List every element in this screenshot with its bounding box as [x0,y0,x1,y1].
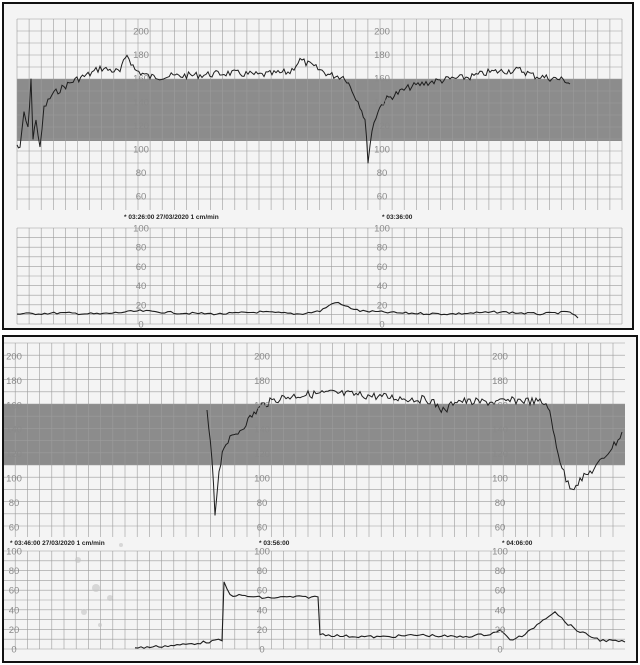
toco-scale-label: 40 [136,281,147,292]
fhr-scale-label: 60 [377,192,388,203]
strip-1-paper [3,3,633,329]
toco-scale-label: 60 [377,262,388,273]
fhr-scale-label: 120 [133,121,149,132]
fhr-scale-label: 80 [136,168,147,179]
toco-scale-label: 40 [377,281,388,292]
fhr-scale-label: 140 [492,425,508,436]
time-stamp-start-1: * 03:26:00 27/03/2020 1 cm/min [124,214,219,221]
toco-scale-label: 0 [497,645,502,656]
fhr-scale-label: 80 [9,498,20,509]
fhr-scale-label: 60 [136,192,147,203]
fhr-scale-label: 200 [492,352,508,363]
toco-scale-label: 80 [9,566,20,577]
fhr-scale-label: 160 [254,400,270,411]
fhr-scale-label: 140 [254,425,270,436]
fhr-scale-label: 100 [254,474,270,485]
strip-1-frame [2,2,634,330]
fhr-scale-label: 80 [257,498,268,509]
fhr-scale-label: 100 [492,474,508,485]
fhr-scale-label: 160 [374,74,390,85]
fhr-trace-1 [16,54,571,164]
fhr-scale-label: 180 [374,50,390,61]
fhr-scale-label: 100 [133,145,149,156]
toco-scale-label: 0 [379,320,384,331]
smudge-marks [75,543,123,627]
fhr-scale-label: 180 [492,376,508,387]
toco-scale-label: 40 [495,605,506,616]
fhr-normal-band-2 [3,404,625,465]
toco-scale-label: 80 [495,566,506,577]
toco-scale-label: 20 [495,625,506,636]
toco-scale-label: 0 [11,645,16,656]
toco-scale-label: 60 [136,262,147,273]
fhr-trace-2 [206,389,623,516]
toco-scale-label: 100 [6,547,22,558]
fhr-scale-label: 140 [6,425,22,436]
fhr-scale-label: 180 [6,376,22,387]
toco-scale-label: 20 [377,300,388,311]
toco-scale-label: 100 [254,547,270,558]
fhr-scale-label: 100 [374,145,390,156]
toco-scale-label: 100 [492,547,508,558]
fhr-scale-label: 60 [495,522,506,533]
fhr-scale-label: 140 [133,97,149,108]
fhr-scale-label: 120 [6,449,22,460]
time-stamp-end-2: * 04:06:00 [502,540,533,547]
fhr-scale-label: 120 [492,449,508,460]
toco-scale-label: 80 [377,243,388,254]
toco-grid-1 [16,227,623,325]
toco-grid-2 [2,550,625,650]
fhr-scale-label: 200 [6,352,22,363]
strip-2-frame [2,335,638,663]
toco-scale-label: 80 [257,566,268,577]
time-stamp-start-2: * 03:46:00 27/03/2020 1 cm/min [10,540,105,547]
fhr-scale-label: 100 [6,474,22,485]
toco-scale-label: 0 [259,645,264,656]
fhr-scale-label: 80 [377,168,388,179]
toco-scale-label: 60 [9,586,20,597]
toco-scale-label: 20 [136,300,147,311]
fhr-scale-label: 120 [374,121,390,132]
toco-scale-label: 40 [257,605,268,616]
toco-scale-label: 100 [374,224,390,235]
toco-scale-label: 20 [9,625,20,636]
fhr-scale-label: 200 [374,27,390,38]
fhr-scale-label: 200 [133,27,149,38]
fhr-scale-label: 180 [254,376,270,387]
fhr-scale-label: 160 [492,400,508,411]
toco-scale-label: 40 [9,605,20,616]
fhr-scale-label: 160 [6,400,22,411]
toco-trace-2 [134,581,626,649]
fhr-scale-label: 60 [9,522,20,533]
fhr-scale-label: 180 [133,50,149,61]
toco-scale-label: 60 [257,586,268,597]
toco-scale-label: 80 [136,243,147,254]
fhr-scale-label: 60 [257,522,268,533]
fhr-scale-label: 140 [374,97,390,108]
toco-scale-label: 100 [133,224,149,235]
fhr-scale-label: 160 [133,74,149,85]
fhr-scale-label: 120 [254,449,270,460]
toco-scale-label: 20 [257,625,268,636]
toco-scale-label: 0 [138,320,143,331]
toco-scale-label: 60 [495,586,506,597]
time-stamp-mid-1: * 03:36:00 [382,214,413,221]
fhr-grid-1 [16,18,623,210]
fhr-scale-label: 200 [254,352,270,363]
toco-trace-1 [16,301,579,319]
fhr-scale-label: 80 [495,498,506,509]
time-stamp-mid-2: * 03:56:00 [259,540,290,547]
